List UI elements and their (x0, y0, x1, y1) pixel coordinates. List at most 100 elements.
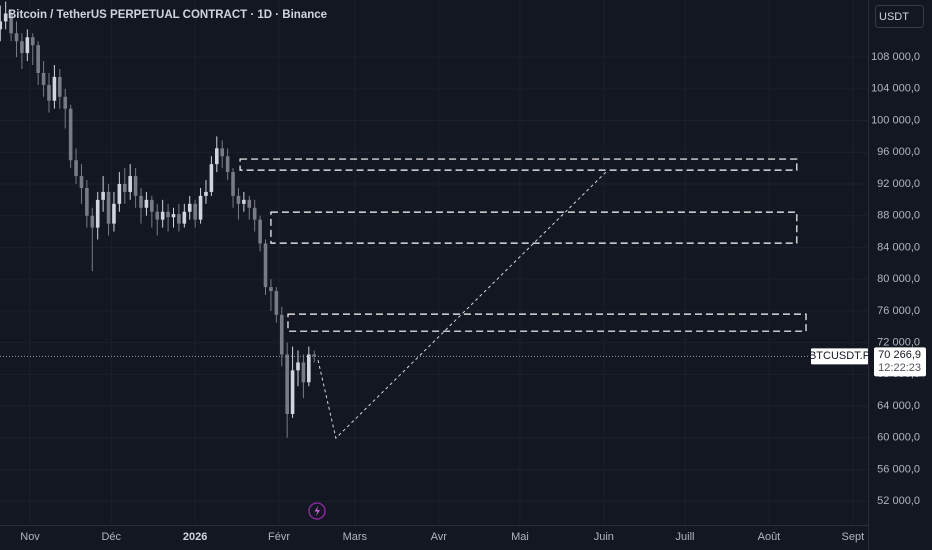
candle-body (90, 215, 95, 228)
candle-body (187, 203, 192, 212)
candle-body (209, 164, 214, 192)
candle-body (52, 76, 57, 101)
candle-body (269, 287, 273, 292)
candle-body (74, 160, 78, 177)
symbol-label-box (811, 348, 868, 365)
candle-body (58, 76, 62, 97)
y-tick-label: 84 000,0 (877, 241, 920, 253)
axes: 52 000,056 000,060 000,064 000,068 000,0… (20, 51, 920, 543)
x-tick-label: Juin (594, 531, 614, 543)
x-tick-label: Nov (20, 531, 40, 543)
candle-body (198, 195, 203, 220)
y-tick-label: 76 000,0 (877, 305, 920, 317)
y-tick-label: 56 000,0 (877, 463, 920, 475)
chart-title: Bitcoin / TetherUS PERPETUAL CONTRACT · … (8, 9, 327, 21)
candle-body (41, 72, 46, 85)
candle-body (9, 13, 13, 34)
candle-body (95, 199, 100, 228)
candle-body (301, 362, 306, 383)
event-icon[interactable] (308, 502, 326, 520)
countdown-label: 12:22:23 (878, 362, 921, 374)
candle-body (0, 21, 3, 30)
x-tick-label: 2026 (183, 531, 207, 543)
y-tick-label: 100 000,0 (871, 114, 920, 126)
candle-body (139, 195, 143, 208)
candle-body (204, 191, 208, 196)
y-tick-label: 72 000,0 (877, 337, 920, 349)
price-label: 70 266,9 (878, 349, 921, 361)
candle-body (3, 13, 8, 22)
candle-body (36, 45, 40, 73)
candle-body (128, 176, 132, 192)
grid (0, 0, 868, 525)
candle-body (177, 214, 181, 224)
candle-body (252, 207, 257, 220)
candle-body (182, 211, 187, 224)
projection-line (317, 169, 609, 440)
candle-body (63, 96, 68, 109)
candle-body (112, 203, 116, 224)
candle-body (30, 37, 35, 46)
candle-body (214, 148, 219, 165)
x-tick-label: Déc (101, 531, 121, 543)
candle-body (160, 211, 165, 220)
candle-body (193, 203, 197, 220)
x-tick-label: Sept (842, 531, 865, 543)
y-tick-label: 60 000,0 (877, 432, 920, 444)
candle-body (133, 176, 138, 196)
candle-body (236, 195, 241, 204)
event-icon-bolt (314, 505, 320, 517)
candle-body (117, 183, 122, 204)
x-tick-label: Juill (676, 531, 695, 543)
x-tick-label: Mars (343, 531, 368, 543)
candle-body (263, 243, 268, 288)
candle-body (274, 291, 279, 315)
x-tick-label: Mai (511, 531, 529, 543)
candle-body (220, 148, 225, 157)
candle-body (166, 211, 170, 218)
zone (270, 211, 798, 244)
candle-body (79, 176, 84, 188)
zone (287, 313, 807, 332)
y-tick-label: 64 000,0 (877, 400, 920, 412)
candle-body (106, 191, 111, 224)
candle-body (279, 314, 284, 355)
symbol-label: BTCUSDT.P (809, 350, 870, 362)
candle-body (85, 187, 89, 216)
y-tick-label: 88 000,0 (877, 210, 920, 222)
x-tick-label: Févr (268, 531, 290, 543)
y-tick-label: 80 000,0 (877, 273, 920, 285)
candle-body (225, 156, 230, 173)
zone (239, 158, 798, 171)
candle-body (122, 183, 127, 192)
candle-body (25, 37, 30, 54)
candle-body (285, 354, 289, 414)
y-tick-label: 92 000,0 (877, 178, 920, 190)
candle-body (68, 108, 73, 161)
y-tick-label: 52 000,0 (877, 495, 920, 507)
y-tick-label: 96 000,0 (877, 146, 920, 158)
candle-body (20, 41, 24, 54)
y-tick-label: 104 000,0 (871, 83, 920, 95)
currency-label[interactable]: USDT (879, 11, 909, 23)
candle-body (155, 211, 160, 220)
y-tick-label: 108 000,0 (871, 51, 920, 63)
x-tick-label: Avr (431, 531, 448, 543)
candle-body (296, 362, 300, 371)
candle-body (247, 199, 252, 208)
candle-body (101, 191, 105, 200)
price-label-box (874, 347, 926, 377)
candle-body (171, 214, 176, 218)
candle-body (307, 354, 311, 383)
candle-body (258, 219, 262, 244)
candle-body (290, 370, 295, 414)
candle-body (144, 199, 149, 208)
candle-body (14, 33, 19, 42)
currency-button[interactable] (875, 5, 924, 28)
x-tick-label: Août (758, 531, 781, 543)
plot (0, 1, 868, 440)
candle-body (312, 354, 317, 357)
